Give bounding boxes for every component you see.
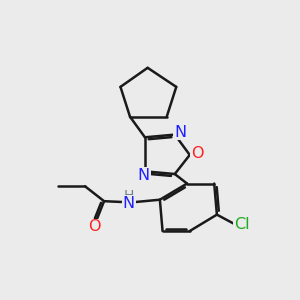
Text: H: H bbox=[124, 189, 134, 202]
Text: O: O bbox=[88, 219, 101, 234]
Text: Cl: Cl bbox=[234, 217, 249, 232]
Text: O: O bbox=[191, 146, 203, 161]
Text: N: N bbox=[123, 196, 135, 211]
Text: N: N bbox=[138, 168, 150, 183]
Text: N: N bbox=[174, 125, 186, 140]
